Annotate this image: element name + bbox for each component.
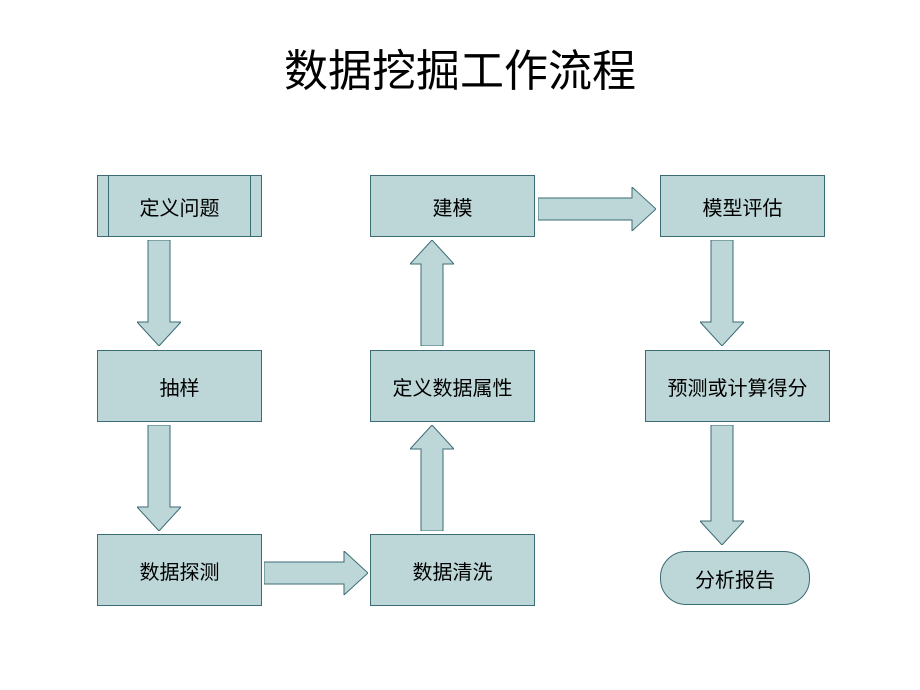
node-predict_score: 预测或计算得分 [645,350,830,422]
node-data_clean: 数据清洗 [370,534,535,606]
edge-data_explore-to-data_clean [264,551,368,595]
node-sampling: 抽样 [97,350,262,422]
edge-predict_score-to-report [700,425,744,545]
edge-define_attrs-to-modeling [410,240,454,346]
edge-define_problem-to-sampling [137,240,181,346]
node-report: 分析报告 [660,551,810,605]
edge-data_clean-to-define_attrs [410,425,454,531]
edge-modeling-to-model_eval [538,187,656,231]
node-model_eval: 模型评估 [660,175,825,237]
node-modeling: 建模 [370,175,535,237]
node-define_attrs: 定义数据属性 [370,350,535,422]
node-define_problem: 定义问题 [97,175,262,237]
node-data_explore: 数据探测 [97,534,262,606]
diagram-title: 数据挖掘工作流程 [0,35,920,99]
edge-model_eval-to-predict_score [700,240,744,346]
edge-sampling-to-data_explore [137,425,181,531]
